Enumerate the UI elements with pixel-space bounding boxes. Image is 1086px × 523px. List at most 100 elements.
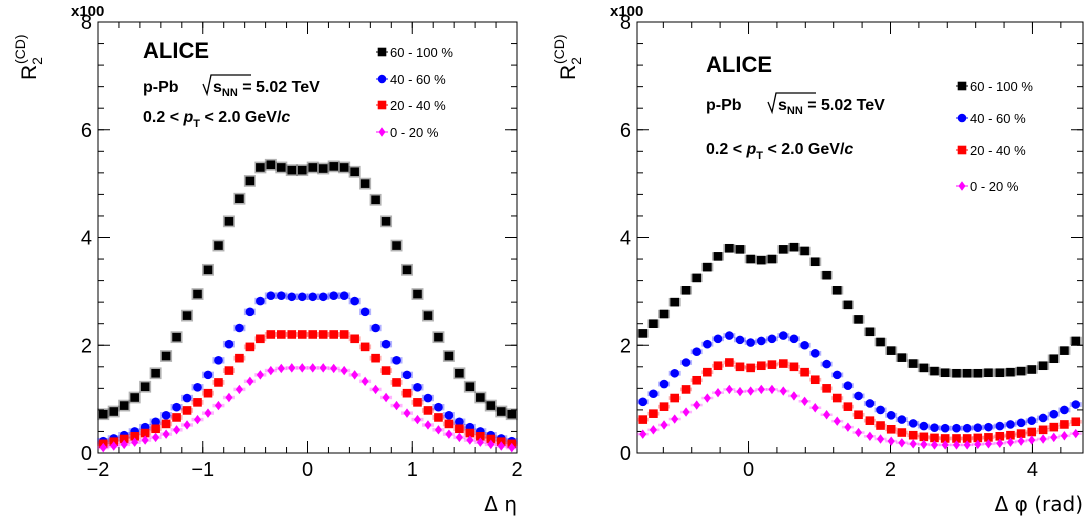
data-point bbox=[1016, 429, 1026, 438]
legend-label: 0 - 20 % bbox=[390, 125, 439, 140]
data-point bbox=[714, 387, 722, 398]
legend-marker bbox=[957, 113, 967, 123]
data-point bbox=[403, 408, 411, 418]
series-20-40 bbox=[636, 358, 1082, 443]
data-point bbox=[952, 434, 961, 443]
data-point bbox=[638, 397, 648, 407]
y-axis-title-sup: (CD) bbox=[551, 34, 567, 64]
y-tick-label: 4 bbox=[620, 228, 631, 250]
data-point bbox=[413, 382, 422, 392]
legend-label: 0 - 20 % bbox=[970, 179, 1019, 194]
data-point bbox=[897, 415, 907, 424]
data-point bbox=[245, 176, 255, 186]
data-point bbox=[973, 433, 983, 443]
data-point bbox=[131, 437, 139, 447]
y-axis-title: R2(CD) bbox=[12, 34, 45, 80]
data-point bbox=[339, 163, 349, 172]
data-point bbox=[746, 338, 755, 347]
system-label: p-Pb bbox=[143, 79, 179, 96]
data-point bbox=[703, 367, 712, 377]
data-point bbox=[172, 402, 181, 412]
data-point bbox=[308, 330, 318, 339]
legend-entry: 20 - 40 % bbox=[376, 98, 446, 113]
data-point bbox=[235, 194, 244, 204]
data-point bbox=[465, 428, 475, 438]
data-point bbox=[413, 289, 422, 299]
data-point bbox=[203, 370, 213, 380]
legend-marker bbox=[378, 127, 386, 137]
y-multiplier-label: x100 bbox=[71, 3, 104, 20]
series-40-60 bbox=[636, 331, 1082, 433]
x-tick-label: 4 bbox=[1027, 459, 1038, 481]
data-point bbox=[434, 402, 443, 412]
data-point bbox=[725, 384, 733, 395]
data-point bbox=[1006, 430, 1015, 440]
data-point bbox=[507, 409, 517, 419]
data-point bbox=[832, 393, 842, 403]
data-point bbox=[413, 398, 422, 407]
data-point bbox=[120, 439, 128, 450]
energy-sub: NN bbox=[222, 87, 238, 99]
data-point bbox=[908, 430, 918, 440]
y-tick-label: 2 bbox=[81, 335, 92, 357]
x-tick-label: 2 bbox=[885, 459, 896, 481]
data-point bbox=[843, 402, 853, 411]
data-point bbox=[161, 410, 171, 420]
x-tick-label: 0 bbox=[743, 459, 754, 481]
data-point bbox=[790, 391, 798, 401]
data-point bbox=[298, 363, 306, 373]
data-point bbox=[995, 431, 1005, 441]
y-tick-label: 6 bbox=[81, 120, 92, 142]
data-point bbox=[801, 396, 809, 406]
data-point bbox=[833, 416, 841, 426]
data-point bbox=[930, 440, 939, 450]
series-0-20 bbox=[97, 363, 518, 453]
data-point bbox=[789, 362, 799, 372]
data-point bbox=[725, 243, 734, 253]
data-point bbox=[1006, 420, 1015, 429]
legend: 60 - 100 % 40 - 60 % 20 - 40 % 0 - 20 % bbox=[376, 45, 453, 140]
data-point bbox=[151, 417, 160, 427]
data-point bbox=[984, 439, 992, 449]
data-point bbox=[119, 401, 129, 410]
legend: 60 - 100 % 40 - 60 % 20 - 40 % 0 - 20 % bbox=[956, 79, 1033, 194]
energy-sub: NN bbox=[787, 105, 803, 117]
data-point bbox=[235, 384, 243, 395]
data-point bbox=[735, 245, 745, 254]
data-point bbox=[246, 376, 254, 387]
x-axis-title: Δ η bbox=[484, 492, 517, 516]
data-point bbox=[1006, 367, 1015, 377]
data-point bbox=[360, 307, 370, 317]
data-point bbox=[444, 351, 454, 361]
data-point bbox=[329, 162, 338, 171]
data-point bbox=[172, 332, 181, 342]
y-tick-label: 0 bbox=[81, 443, 92, 465]
data-point bbox=[897, 353, 907, 362]
data-point bbox=[1071, 336, 1081, 346]
data-point bbox=[659, 402, 669, 411]
data-point bbox=[876, 405, 885, 415]
data-point bbox=[350, 296, 359, 306]
data-point bbox=[297, 165, 307, 175]
data-point bbox=[1049, 409, 1059, 419]
data-point bbox=[692, 347, 701, 357]
data-point bbox=[151, 368, 160, 378]
data-point bbox=[486, 401, 496, 410]
data-point bbox=[308, 292, 318, 302]
data-point bbox=[297, 292, 307, 302]
data-point bbox=[287, 292, 297, 302]
data-point bbox=[854, 410, 863, 420]
pt-c: c bbox=[844, 141, 853, 158]
data-point bbox=[141, 435, 149, 445]
data-point bbox=[692, 375, 701, 385]
data-point bbox=[1060, 431, 1068, 441]
data-point bbox=[455, 432, 463, 443]
pt-mid: < 2.0 GeV/ bbox=[200, 109, 282, 126]
data-point bbox=[984, 433, 993, 442]
data-point bbox=[952, 368, 961, 378]
data-point bbox=[735, 335, 745, 345]
data-point bbox=[962, 434, 972, 443]
data-point bbox=[318, 330, 328, 339]
data-point bbox=[151, 424, 160, 434]
